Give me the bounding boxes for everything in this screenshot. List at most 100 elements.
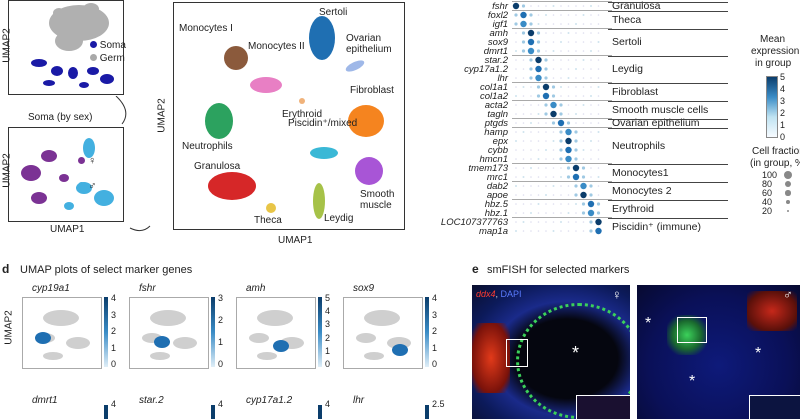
gene-label: LOC107377763 (440, 217, 508, 228)
germ-dot-icon (90, 54, 97, 61)
dot (527, 38, 535, 46)
dot (575, 14, 577, 16)
dot (529, 67, 533, 71)
dot (530, 167, 532, 169)
gene-label: epx (492, 136, 508, 147)
marker-colorbar-tick: 0 (432, 359, 438, 369)
dot (582, 68, 585, 70)
dot (522, 158, 525, 160)
dot (560, 176, 562, 178)
dot (522, 59, 525, 61)
dot (560, 68, 562, 70)
panel-b-umap: Monocytes I Monocytes II Sertoli Ovarian… (173, 2, 405, 230)
dot (581, 175, 586, 179)
soma-dot-icon (90, 41, 97, 48)
group-row-line (608, 217, 728, 219)
dot (560, 203, 562, 205)
dot (545, 122, 547, 124)
marker-colorbar-tick: 2 (432, 326, 438, 336)
dot (582, 32, 585, 34)
dot (530, 221, 532, 223)
dot (520, 11, 527, 19)
dot (552, 23, 555, 25)
dot (537, 221, 540, 223)
gene-label: apoe (486, 190, 508, 201)
dot (560, 230, 562, 232)
dot (535, 65, 542, 73)
size-legend-dot (784, 171, 792, 179)
dot (574, 193, 578, 197)
dot (597, 50, 600, 52)
dot (522, 68, 525, 70)
dot (537, 122, 540, 124)
dot (537, 203, 540, 205)
dot (537, 194, 540, 196)
marker-colorbar-tick: 4 (218, 399, 224, 409)
gene-label: hbz.5 (484, 199, 508, 210)
marker-colorbar-tick: 2 (325, 332, 331, 343)
gene-label: cyp17a1.2 (464, 64, 508, 75)
dot (581, 166, 586, 170)
label-piscidin: Piscidin⁺/mixed (288, 118, 358, 129)
dot (537, 23, 540, 25)
dot (515, 50, 517, 52)
dot (565, 146, 572, 154)
dot (597, 131, 600, 133)
dot (575, 68, 577, 70)
marker-umap-title: lhr (353, 395, 365, 406)
dot (595, 227, 602, 235)
panel-d-letter: d (2, 262, 10, 276)
dot (575, 77, 577, 79)
dot (536, 49, 541, 53)
dot (567, 50, 570, 52)
dot (560, 95, 562, 97)
dot (575, 122, 577, 124)
marker-colorbar (211, 405, 215, 419)
dot (560, 41, 562, 43)
dot (530, 95, 532, 97)
dot (582, 122, 585, 124)
colorbar-title-1: Mean (760, 34, 786, 45)
dot (552, 140, 555, 142)
group-label: Ovarian epithelium (612, 117, 700, 129)
marker-colorbar-tick: 1 (111, 342, 117, 353)
colorbar-tick: 2 (780, 108, 786, 118)
dot (582, 5, 585, 7)
dot (590, 104, 592, 106)
colorbar-title-2: expression (751, 46, 800, 57)
marker-umap-title: fshr (139, 283, 156, 294)
dot (522, 203, 525, 205)
dot (567, 203, 570, 205)
dot (590, 32, 592, 34)
dot (590, 68, 592, 70)
dot (527, 47, 535, 55)
marker-umap-title: cyp17a1.2 (246, 395, 293, 406)
dot (521, 49, 526, 53)
dot (565, 128, 572, 136)
dot (581, 211, 586, 215)
dot (582, 23, 585, 25)
group-label: Monocytes1 (612, 166, 669, 179)
dot (514, 13, 518, 17)
umap-clusters-plot (205, 16, 384, 219)
dot (567, 185, 570, 187)
dot (545, 23, 547, 25)
dot (587, 200, 595, 208)
dot (514, 22, 518, 26)
dot (545, 176, 547, 178)
gene-label: tagln (487, 109, 508, 120)
dot (575, 32, 577, 34)
dot (589, 193, 593, 197)
dot (575, 41, 577, 43)
dot (572, 164, 580, 172)
dot (597, 41, 600, 43)
female-zoom-box (506, 339, 528, 367)
dot (537, 131, 540, 133)
dot (515, 203, 517, 205)
gene-label: cybb (487, 145, 508, 156)
dot (542, 83, 550, 91)
dot (565, 155, 572, 163)
dot (515, 176, 517, 178)
dot (597, 14, 600, 16)
dot (567, 59, 570, 61)
